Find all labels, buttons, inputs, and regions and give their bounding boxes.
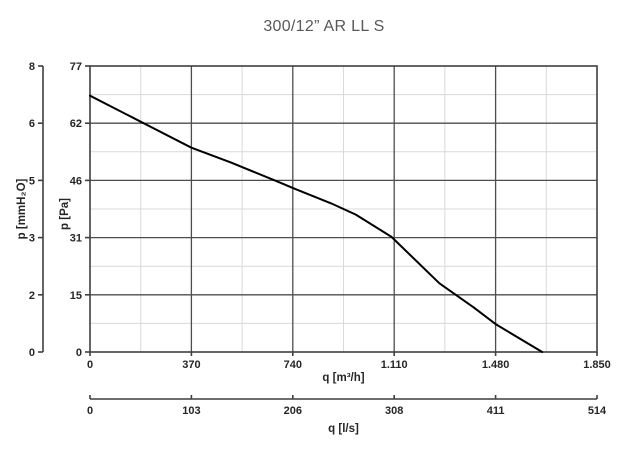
m3h-tick-label: 0 (87, 359, 93, 371)
pa-tick-label: 15 (70, 290, 82, 302)
m3h-tick-label: 370 (182, 359, 200, 371)
ls-tick-label: 411 (487, 405, 505, 417)
m3h-tick-label: 1.480 (482, 359, 510, 371)
pa-tick-label: 46 (70, 175, 82, 187)
ls-tick-label: 206 (284, 405, 302, 417)
m3h-tick-label: 1.110 (381, 359, 408, 371)
pa-tick-label: 77 (70, 61, 82, 73)
mmh2o-tick-label: 0 (29, 347, 35, 359)
plot-border (89, 65, 598, 353)
x-axis-label-ls: q [l/s] (328, 423, 359, 435)
y-axis-label-mmh2o: p [mmH₂O] (16, 178, 28, 240)
ls-tick-label: 308 (385, 405, 403, 417)
chart-title: 300/12” AR LL S (263, 18, 385, 35)
mmh2o-tick-label: 5 (29, 175, 35, 187)
pa-tick-label: 0 (76, 347, 82, 359)
fan-pressure-curve (89, 94, 544, 353)
mmh2o-tick-label: 6 (29, 118, 35, 130)
mmh2o-tick-label: 2 (29, 290, 35, 302)
mmh2o-tick-label: 3 (29, 233, 35, 245)
ls-tick-label: 514 (588, 405, 607, 417)
x-axis-label-m3h: q [m³/h] (322, 372, 365, 384)
ls-tick-label: 0 (87, 405, 93, 417)
m3h-tick-label: 1.850 (583, 359, 611, 371)
ls-tick-label: 103 (182, 405, 200, 417)
m3h-tick-label: 740 (284, 359, 302, 371)
mmh2o-tick-label: 8 (29, 61, 35, 73)
pa-tick-label: 31 (70, 233, 82, 245)
pa-tick-label: 62 (70, 118, 82, 130)
y-axis-label-pa: p [Pa] (59, 198, 71, 230)
